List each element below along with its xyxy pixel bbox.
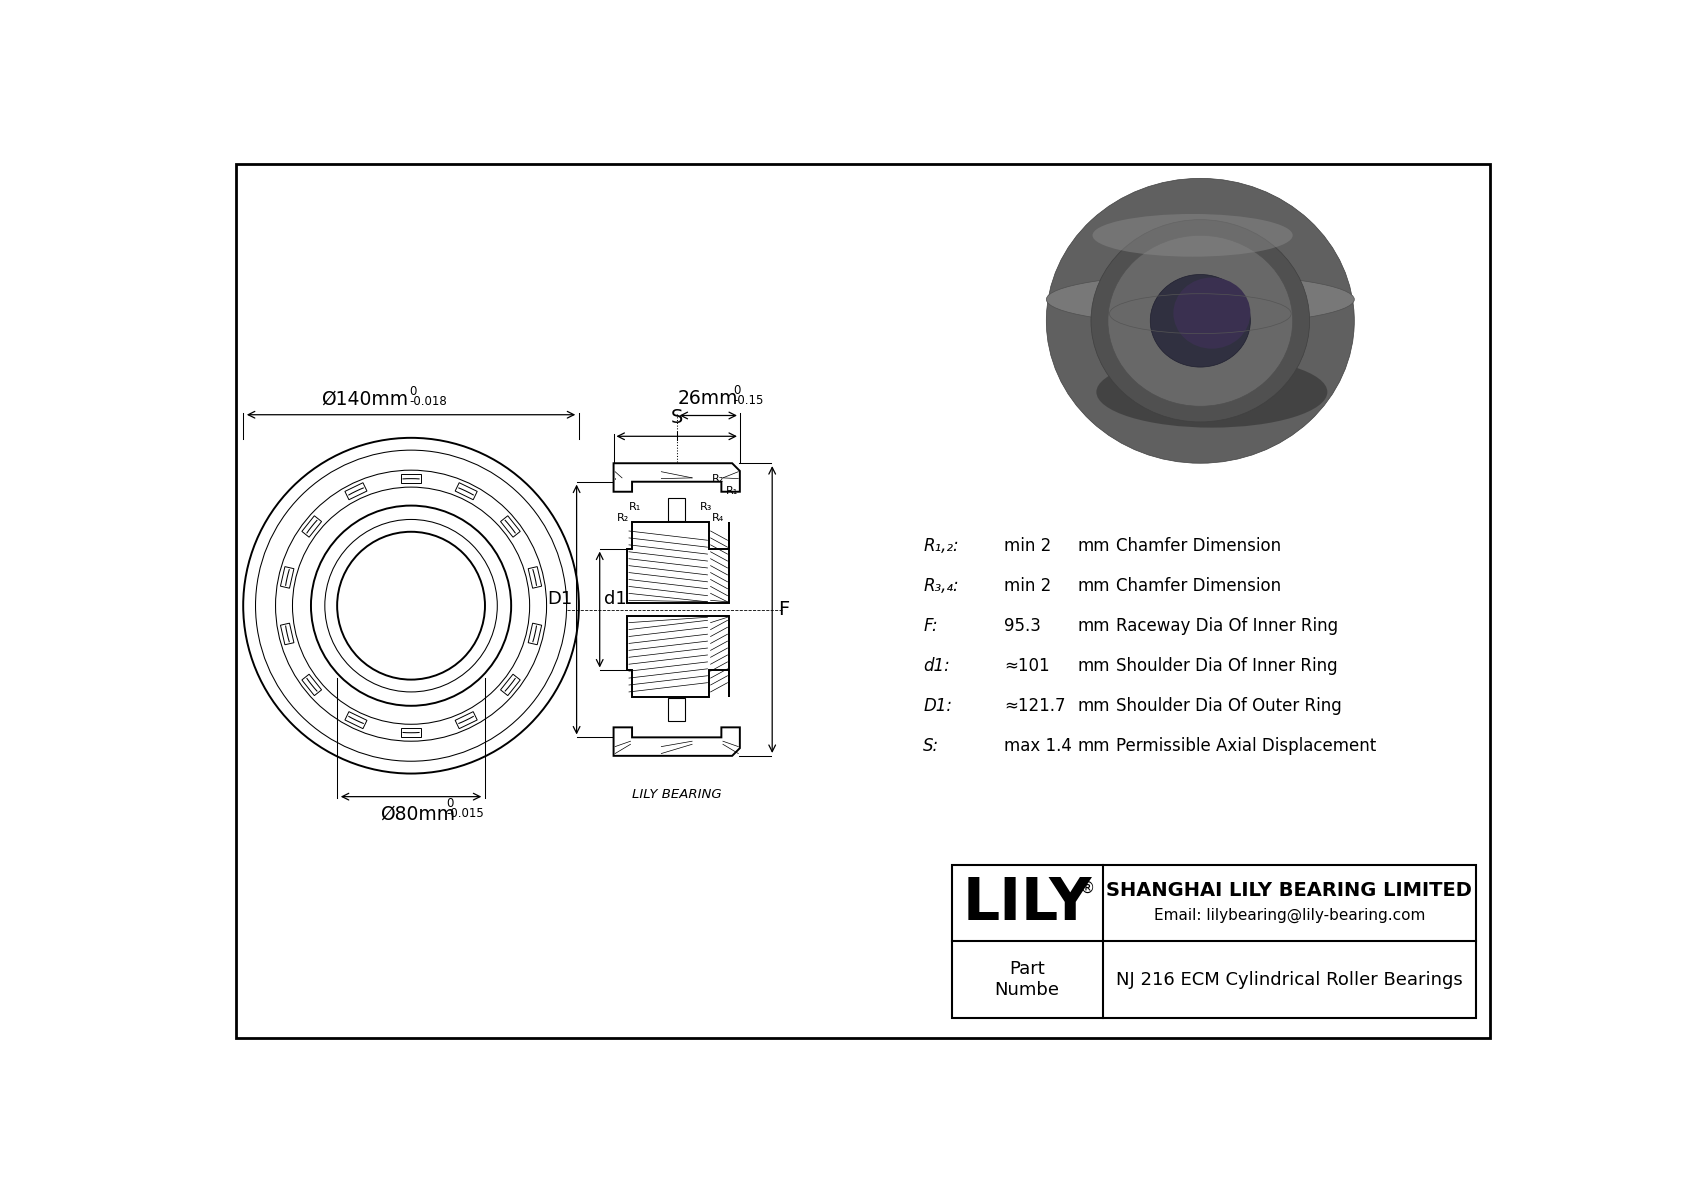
- Text: R₁: R₁: [628, 501, 642, 512]
- Text: min 2: min 2: [1004, 576, 1051, 594]
- Text: Permissible Axial Displacement: Permissible Axial Displacement: [1115, 737, 1376, 755]
- Ellipse shape: [1046, 274, 1354, 324]
- Text: -0.018: -0.018: [409, 394, 448, 407]
- Text: S:: S:: [923, 737, 940, 755]
- Ellipse shape: [1093, 214, 1293, 257]
- Text: R₂: R₂: [712, 474, 724, 484]
- Text: R₃: R₃: [701, 501, 712, 512]
- Polygon shape: [613, 463, 739, 492]
- Bar: [455, 712, 477, 729]
- Text: R₃,₄:: R₃,₄:: [923, 576, 958, 594]
- Text: mm: mm: [1078, 737, 1110, 755]
- Ellipse shape: [1108, 236, 1293, 406]
- Text: -0.15: -0.15: [733, 394, 763, 407]
- Text: mm: mm: [1078, 697, 1110, 715]
- Text: LILY: LILY: [962, 875, 1091, 931]
- Text: 26mm: 26mm: [679, 388, 739, 407]
- Bar: [301, 516, 322, 537]
- Bar: [500, 674, 520, 696]
- Polygon shape: [613, 728, 739, 756]
- Text: LILY BEARING: LILY BEARING: [632, 788, 721, 802]
- Text: 0: 0: [409, 385, 418, 398]
- Bar: [953, 865, 1475, 1017]
- Text: Part
Numbe: Part Numbe: [995, 960, 1059, 999]
- Polygon shape: [628, 522, 729, 604]
- Text: mm: mm: [1078, 576, 1110, 594]
- Text: Shoulder Dia Of Outer Ring: Shoulder Dia Of Outer Ring: [1115, 697, 1342, 715]
- Text: D1: D1: [547, 590, 573, 607]
- Text: Raceway Dia Of Inner Ring: Raceway Dia Of Inner Ring: [1115, 617, 1337, 635]
- Bar: [669, 498, 685, 520]
- Text: 95.3: 95.3: [1004, 617, 1041, 635]
- Bar: [401, 728, 421, 737]
- Ellipse shape: [1096, 356, 1327, 428]
- Text: R₁,₂:: R₁,₂:: [923, 537, 958, 555]
- Text: R₄: R₄: [712, 512, 724, 523]
- Text: Shoulder Dia Of Inner Ring: Shoulder Dia Of Inner Ring: [1115, 656, 1337, 675]
- Text: R₂: R₂: [616, 512, 628, 523]
- Text: Email: lilybearing@lily-bearing.com: Email: lilybearing@lily-bearing.com: [1154, 908, 1425, 923]
- Polygon shape: [628, 616, 729, 697]
- Text: R₁: R₁: [726, 486, 738, 497]
- Text: d1:: d1:: [923, 656, 950, 675]
- Text: NJ 216 ECM Cylindrical Roller Bearings: NJ 216 ECM Cylindrical Roller Bearings: [1116, 971, 1463, 989]
- Bar: [669, 698, 685, 722]
- Text: Ø140mm: Ø140mm: [322, 389, 409, 409]
- Text: 0: 0: [446, 797, 455, 810]
- Bar: [529, 623, 542, 644]
- Text: mm: mm: [1078, 617, 1110, 635]
- Bar: [401, 474, 421, 484]
- Ellipse shape: [1046, 179, 1354, 463]
- Bar: [529, 567, 542, 588]
- Text: ≈121.7: ≈121.7: [1004, 697, 1066, 715]
- Text: ≈101: ≈101: [1004, 656, 1049, 675]
- Text: max 1.4: max 1.4: [1004, 737, 1071, 755]
- Text: mm: mm: [1078, 656, 1110, 675]
- Text: Ø80mm: Ø80mm: [379, 804, 455, 823]
- Text: d1: d1: [603, 590, 626, 607]
- Text: D1:: D1:: [923, 697, 951, 715]
- Bar: [455, 482, 477, 500]
- Text: ®: ®: [1079, 880, 1095, 896]
- Text: -0.015: -0.015: [446, 806, 485, 819]
- Text: Chamfer Dimension: Chamfer Dimension: [1115, 576, 1282, 594]
- Text: min 2: min 2: [1004, 537, 1051, 555]
- Ellipse shape: [1174, 278, 1250, 349]
- Text: S: S: [670, 409, 684, 428]
- Text: SHANGHAI LILY BEARING LIMITED: SHANGHAI LILY BEARING LIMITED: [1106, 881, 1472, 900]
- Bar: [301, 674, 322, 696]
- Ellipse shape: [1150, 274, 1250, 367]
- Bar: [281, 567, 295, 588]
- Text: Chamfer Dimension: Chamfer Dimension: [1115, 537, 1282, 555]
- Text: F:: F:: [923, 617, 938, 635]
- Bar: [345, 712, 367, 729]
- Bar: [345, 482, 367, 500]
- Text: F: F: [778, 600, 790, 619]
- Bar: [281, 623, 295, 644]
- Bar: [500, 516, 520, 537]
- Text: 0: 0: [733, 384, 741, 397]
- Ellipse shape: [1091, 219, 1310, 422]
- Text: mm: mm: [1078, 537, 1110, 555]
